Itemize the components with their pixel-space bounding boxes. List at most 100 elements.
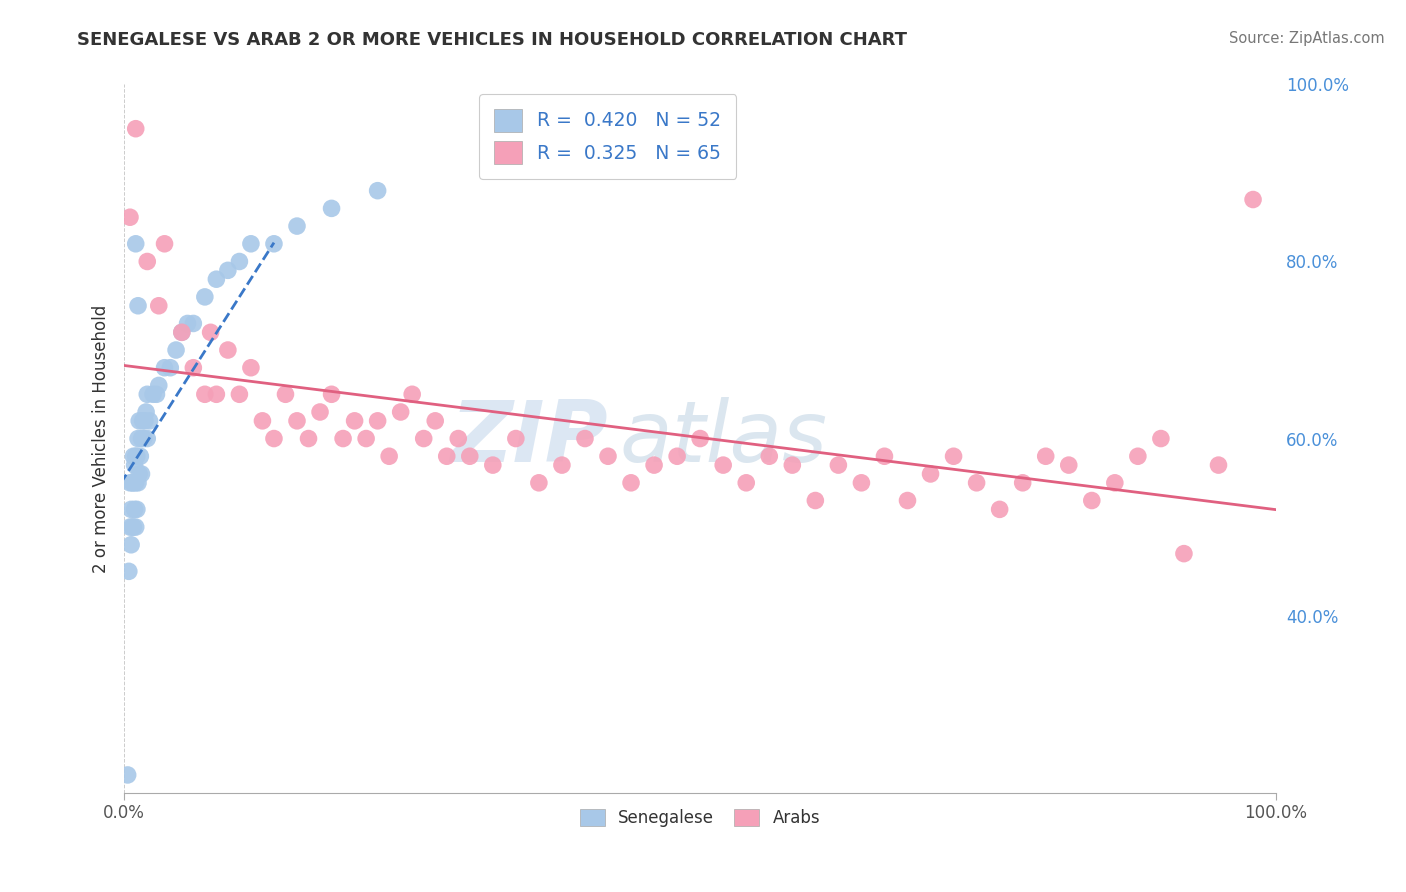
Point bbox=[118, 565, 141, 579]
Point bbox=[782, 458, 804, 472]
Point bbox=[309, 405, 332, 419]
Point bbox=[134, 414, 156, 428]
Point bbox=[183, 360, 205, 375]
Point bbox=[666, 449, 689, 463]
Point bbox=[1150, 432, 1173, 446]
Point bbox=[129, 449, 152, 463]
Point bbox=[447, 432, 470, 446]
Point bbox=[239, 236, 262, 251]
Point bbox=[131, 467, 153, 481]
Point bbox=[425, 414, 447, 428]
Point bbox=[127, 299, 149, 313]
Point bbox=[942, 449, 965, 463]
Point bbox=[620, 475, 643, 490]
Point bbox=[367, 414, 389, 428]
Point bbox=[343, 414, 366, 428]
Point bbox=[367, 184, 389, 198]
Point bbox=[988, 502, 1011, 516]
Point bbox=[896, 493, 918, 508]
Point bbox=[1035, 449, 1057, 463]
Point bbox=[136, 432, 159, 446]
Point bbox=[574, 432, 596, 446]
Point bbox=[124, 458, 146, 472]
Point bbox=[128, 467, 150, 481]
Point bbox=[165, 343, 187, 357]
Point bbox=[1173, 547, 1195, 561]
Point bbox=[120, 538, 142, 552]
Point bbox=[1081, 493, 1104, 508]
Point bbox=[127, 432, 149, 446]
Point bbox=[711, 458, 734, 472]
Point bbox=[758, 449, 780, 463]
Point bbox=[851, 475, 873, 490]
Point bbox=[263, 432, 285, 446]
Point bbox=[153, 360, 176, 375]
Point bbox=[122, 475, 145, 490]
Point bbox=[239, 360, 262, 375]
Point bbox=[643, 458, 665, 472]
Point bbox=[131, 414, 153, 428]
Point bbox=[401, 387, 423, 401]
Point bbox=[205, 272, 228, 286]
Point bbox=[297, 432, 319, 446]
Point bbox=[321, 202, 343, 216]
Point bbox=[263, 236, 285, 251]
Point bbox=[118, 520, 141, 534]
Point bbox=[118, 475, 141, 490]
Point bbox=[1208, 458, 1230, 472]
Text: Source: ZipAtlas.com: Source: ZipAtlas.com bbox=[1229, 31, 1385, 46]
Text: atlas: atlas bbox=[620, 397, 828, 480]
Point bbox=[176, 317, 198, 331]
Point bbox=[378, 449, 401, 463]
Point bbox=[121, 475, 143, 490]
Point bbox=[170, 326, 193, 340]
Y-axis label: 2 or more Vehicles in Household: 2 or more Vehicles in Household bbox=[93, 304, 110, 573]
Point bbox=[482, 458, 505, 472]
Point bbox=[1104, 475, 1126, 490]
Point bbox=[551, 458, 574, 472]
Point bbox=[194, 290, 217, 304]
Point bbox=[125, 475, 148, 490]
Point bbox=[1011, 475, 1033, 490]
Point bbox=[131, 432, 153, 446]
Text: SENEGALESE VS ARAB 2 OR MORE VEHICLES IN HOUSEHOLD CORRELATION CHART: SENEGALESE VS ARAB 2 OR MORE VEHICLES IN… bbox=[77, 31, 907, 49]
Point bbox=[274, 387, 297, 401]
Point bbox=[120, 502, 142, 516]
Point bbox=[125, 502, 148, 516]
Point bbox=[200, 326, 222, 340]
Point bbox=[117, 768, 139, 782]
Legend: Senegalese, Arabs: Senegalese, Arabs bbox=[574, 803, 827, 834]
Point bbox=[412, 432, 434, 446]
Point bbox=[735, 475, 758, 490]
Point bbox=[321, 387, 343, 401]
Point bbox=[689, 432, 711, 446]
Point bbox=[122, 520, 145, 534]
Point bbox=[436, 449, 458, 463]
Point bbox=[205, 387, 228, 401]
Point bbox=[252, 414, 274, 428]
Point bbox=[1126, 449, 1149, 463]
Point bbox=[125, 449, 148, 463]
Point bbox=[121, 520, 143, 534]
Point bbox=[285, 219, 308, 233]
Point bbox=[217, 343, 239, 357]
Point bbox=[1241, 193, 1264, 207]
Point bbox=[966, 475, 988, 490]
Point bbox=[132, 432, 155, 446]
Point bbox=[228, 387, 250, 401]
Point bbox=[138, 414, 160, 428]
Point bbox=[159, 360, 181, 375]
Point bbox=[148, 378, 170, 392]
Point bbox=[194, 387, 217, 401]
Point bbox=[873, 449, 896, 463]
Point bbox=[458, 449, 481, 463]
Point bbox=[827, 458, 849, 472]
Point bbox=[183, 317, 205, 331]
Point bbox=[332, 432, 354, 446]
Point bbox=[136, 254, 159, 268]
Point bbox=[228, 254, 250, 268]
Point bbox=[136, 387, 159, 401]
Point bbox=[217, 263, 239, 277]
Point bbox=[596, 449, 619, 463]
Point bbox=[128, 414, 150, 428]
